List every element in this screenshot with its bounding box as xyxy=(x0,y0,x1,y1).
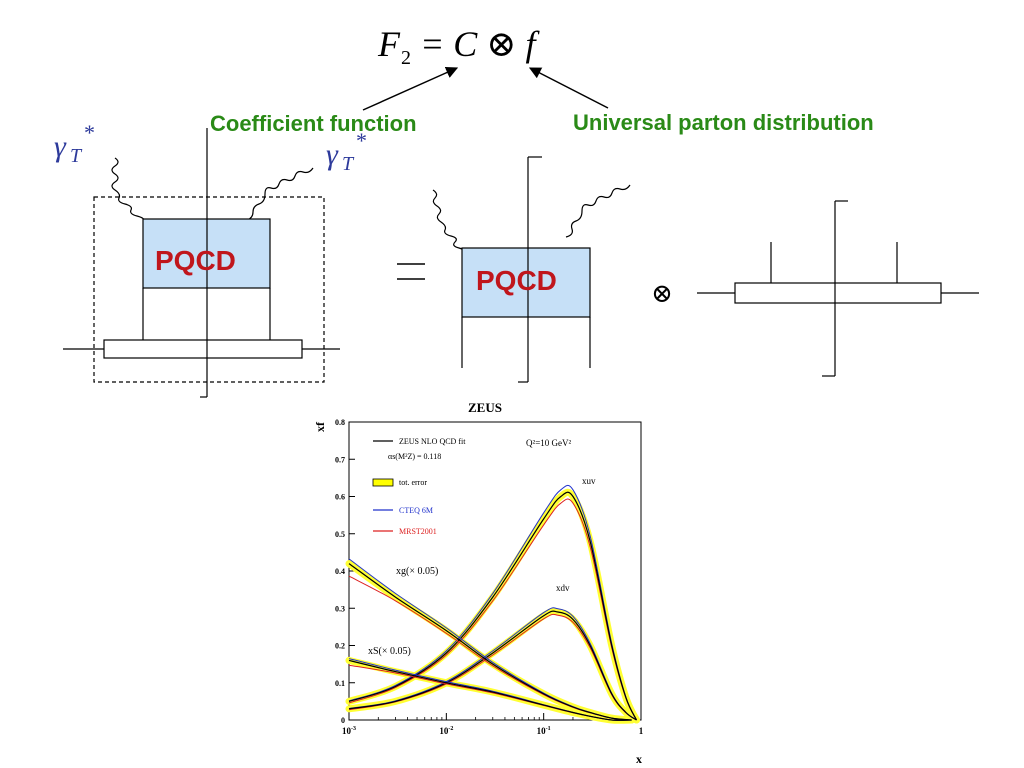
xuv-label: xuv xyxy=(582,476,596,486)
chart-ylabel: xf xyxy=(313,421,327,432)
pqcd-label-middle: PQCD xyxy=(476,265,557,296)
middle-feynman-diagram xyxy=(432,156,631,383)
q2-annotation: Q²=10 GeV² xyxy=(526,438,572,448)
coefficient-function-label: Coefficient function xyxy=(210,111,417,136)
zeus-curve-xg xyxy=(348,563,632,721)
xdv-label: xdv xyxy=(556,583,570,593)
parton-distribution-box xyxy=(734,282,942,304)
y-tick-label: 0.5 xyxy=(335,530,345,539)
equation-subscript: 2 xyxy=(401,47,411,69)
legend-zeus: ZEUS NLO QCD fit xyxy=(399,437,466,446)
x-tick-label: 10-1 xyxy=(537,726,551,736)
zeus-curve-xs xyxy=(348,659,632,721)
alpha-annotation: αs(M²Z) = 0.118 xyxy=(388,452,441,461)
zeus-curve-xuv xyxy=(348,491,638,721)
chart-title: ZEUS xyxy=(468,400,502,415)
universal-parton-label: Universal parton distribution xyxy=(573,110,874,135)
pqcd-box-middle xyxy=(461,247,591,318)
photon-line-right xyxy=(246,167,314,221)
hadron-box-left xyxy=(103,339,303,359)
legend-error: tot. error xyxy=(399,478,427,487)
pdf-chart: ZEUS xf x 0 0.1 0.2 0.3 0.4 0.5 0.6 0.7 0.8 10-3… xyxy=(313,400,644,766)
y-tick-label: 0.8 xyxy=(335,418,345,427)
x-tick-label: 1 xyxy=(639,726,644,736)
chart-xlabel: x xyxy=(636,752,642,766)
dashed-box xyxy=(93,196,325,383)
pdf-curves xyxy=(348,484,638,721)
y-ticks: 0 0.1 0.2 0.3 0.4 0.5 0.6 0.7 0.8 xyxy=(335,418,355,725)
right-parton-diagram xyxy=(697,200,979,377)
gamma-left-symbol: γ xyxy=(54,130,67,163)
xs-label: xS(× 0.05) xyxy=(368,646,411,657)
gamma-left-sup: * xyxy=(84,120,95,145)
x-tick-label: 10-3 xyxy=(342,726,356,736)
gamma-left-sub: T xyxy=(70,145,83,167)
pqcd-label-left: PQCD xyxy=(155,245,236,276)
y-tick-label: 0.4 xyxy=(335,567,345,576)
gamma-right-sub: T xyxy=(342,153,355,175)
arrow-coefficient xyxy=(362,66,459,111)
legend-mrst: MRST2001 xyxy=(399,527,437,536)
error-bands xyxy=(345,488,640,724)
arrow-universal xyxy=(528,67,609,109)
equation: F 2 = C ⊗ f xyxy=(377,24,540,69)
legend-cteq: CTEQ 6M xyxy=(399,506,433,515)
chart-legend: ZEUS NLO QCD fit αs(M²Z) = 0.118 tot. er… xyxy=(372,437,466,536)
photon-line-mid-left xyxy=(432,189,468,257)
photon-line-left xyxy=(111,157,146,223)
gamma-label-left: γ T * xyxy=(54,120,95,167)
y-tick-label: 0.6 xyxy=(335,493,345,502)
y-tick-label: 0 xyxy=(341,716,345,725)
gamma-label-right: γ T * xyxy=(326,128,367,175)
otimes-symbol: ⊗ xyxy=(651,279,673,308)
y-tick-label: 0.7 xyxy=(335,455,345,464)
xg-label: xg(× 0.05) xyxy=(396,566,438,577)
x-tick-label: 10-2 xyxy=(439,726,453,736)
legend-swatch-error xyxy=(372,478,394,487)
y-tick-label: 0.3 xyxy=(335,604,345,613)
y-tick-label: 0.1 xyxy=(335,679,345,688)
error-band-xuv xyxy=(345,488,640,724)
y-tick-label: 0.2 xyxy=(335,642,345,651)
zeus-curve-xdv xyxy=(348,610,637,721)
left-feynman-diagram xyxy=(63,128,340,398)
photon-line-mid-right xyxy=(565,184,631,238)
gamma-right-sup: * xyxy=(356,128,367,153)
equation-rest: = C ⊗ f xyxy=(420,24,540,64)
gamma-right-symbol: γ xyxy=(326,138,339,171)
equation-f: F xyxy=(377,24,401,64)
